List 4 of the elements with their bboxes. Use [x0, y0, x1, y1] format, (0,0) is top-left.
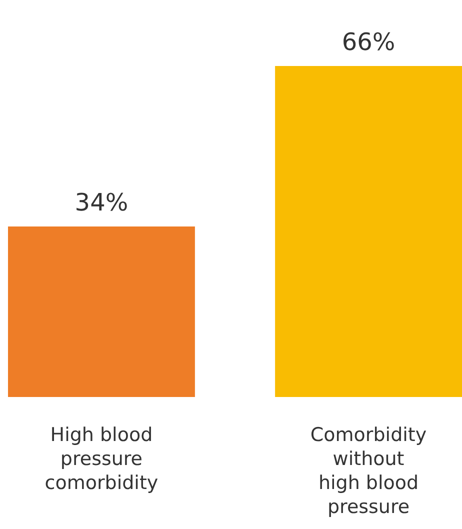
- data-label: 66%: [342, 28, 396, 56]
- x-tick-label: Comorbidity without high blood pressure: [310, 424, 427, 518]
- x-tick-label: High blood pressure comorbidity: [44, 424, 158, 494]
- data-label: 34%: [74, 188, 128, 216]
